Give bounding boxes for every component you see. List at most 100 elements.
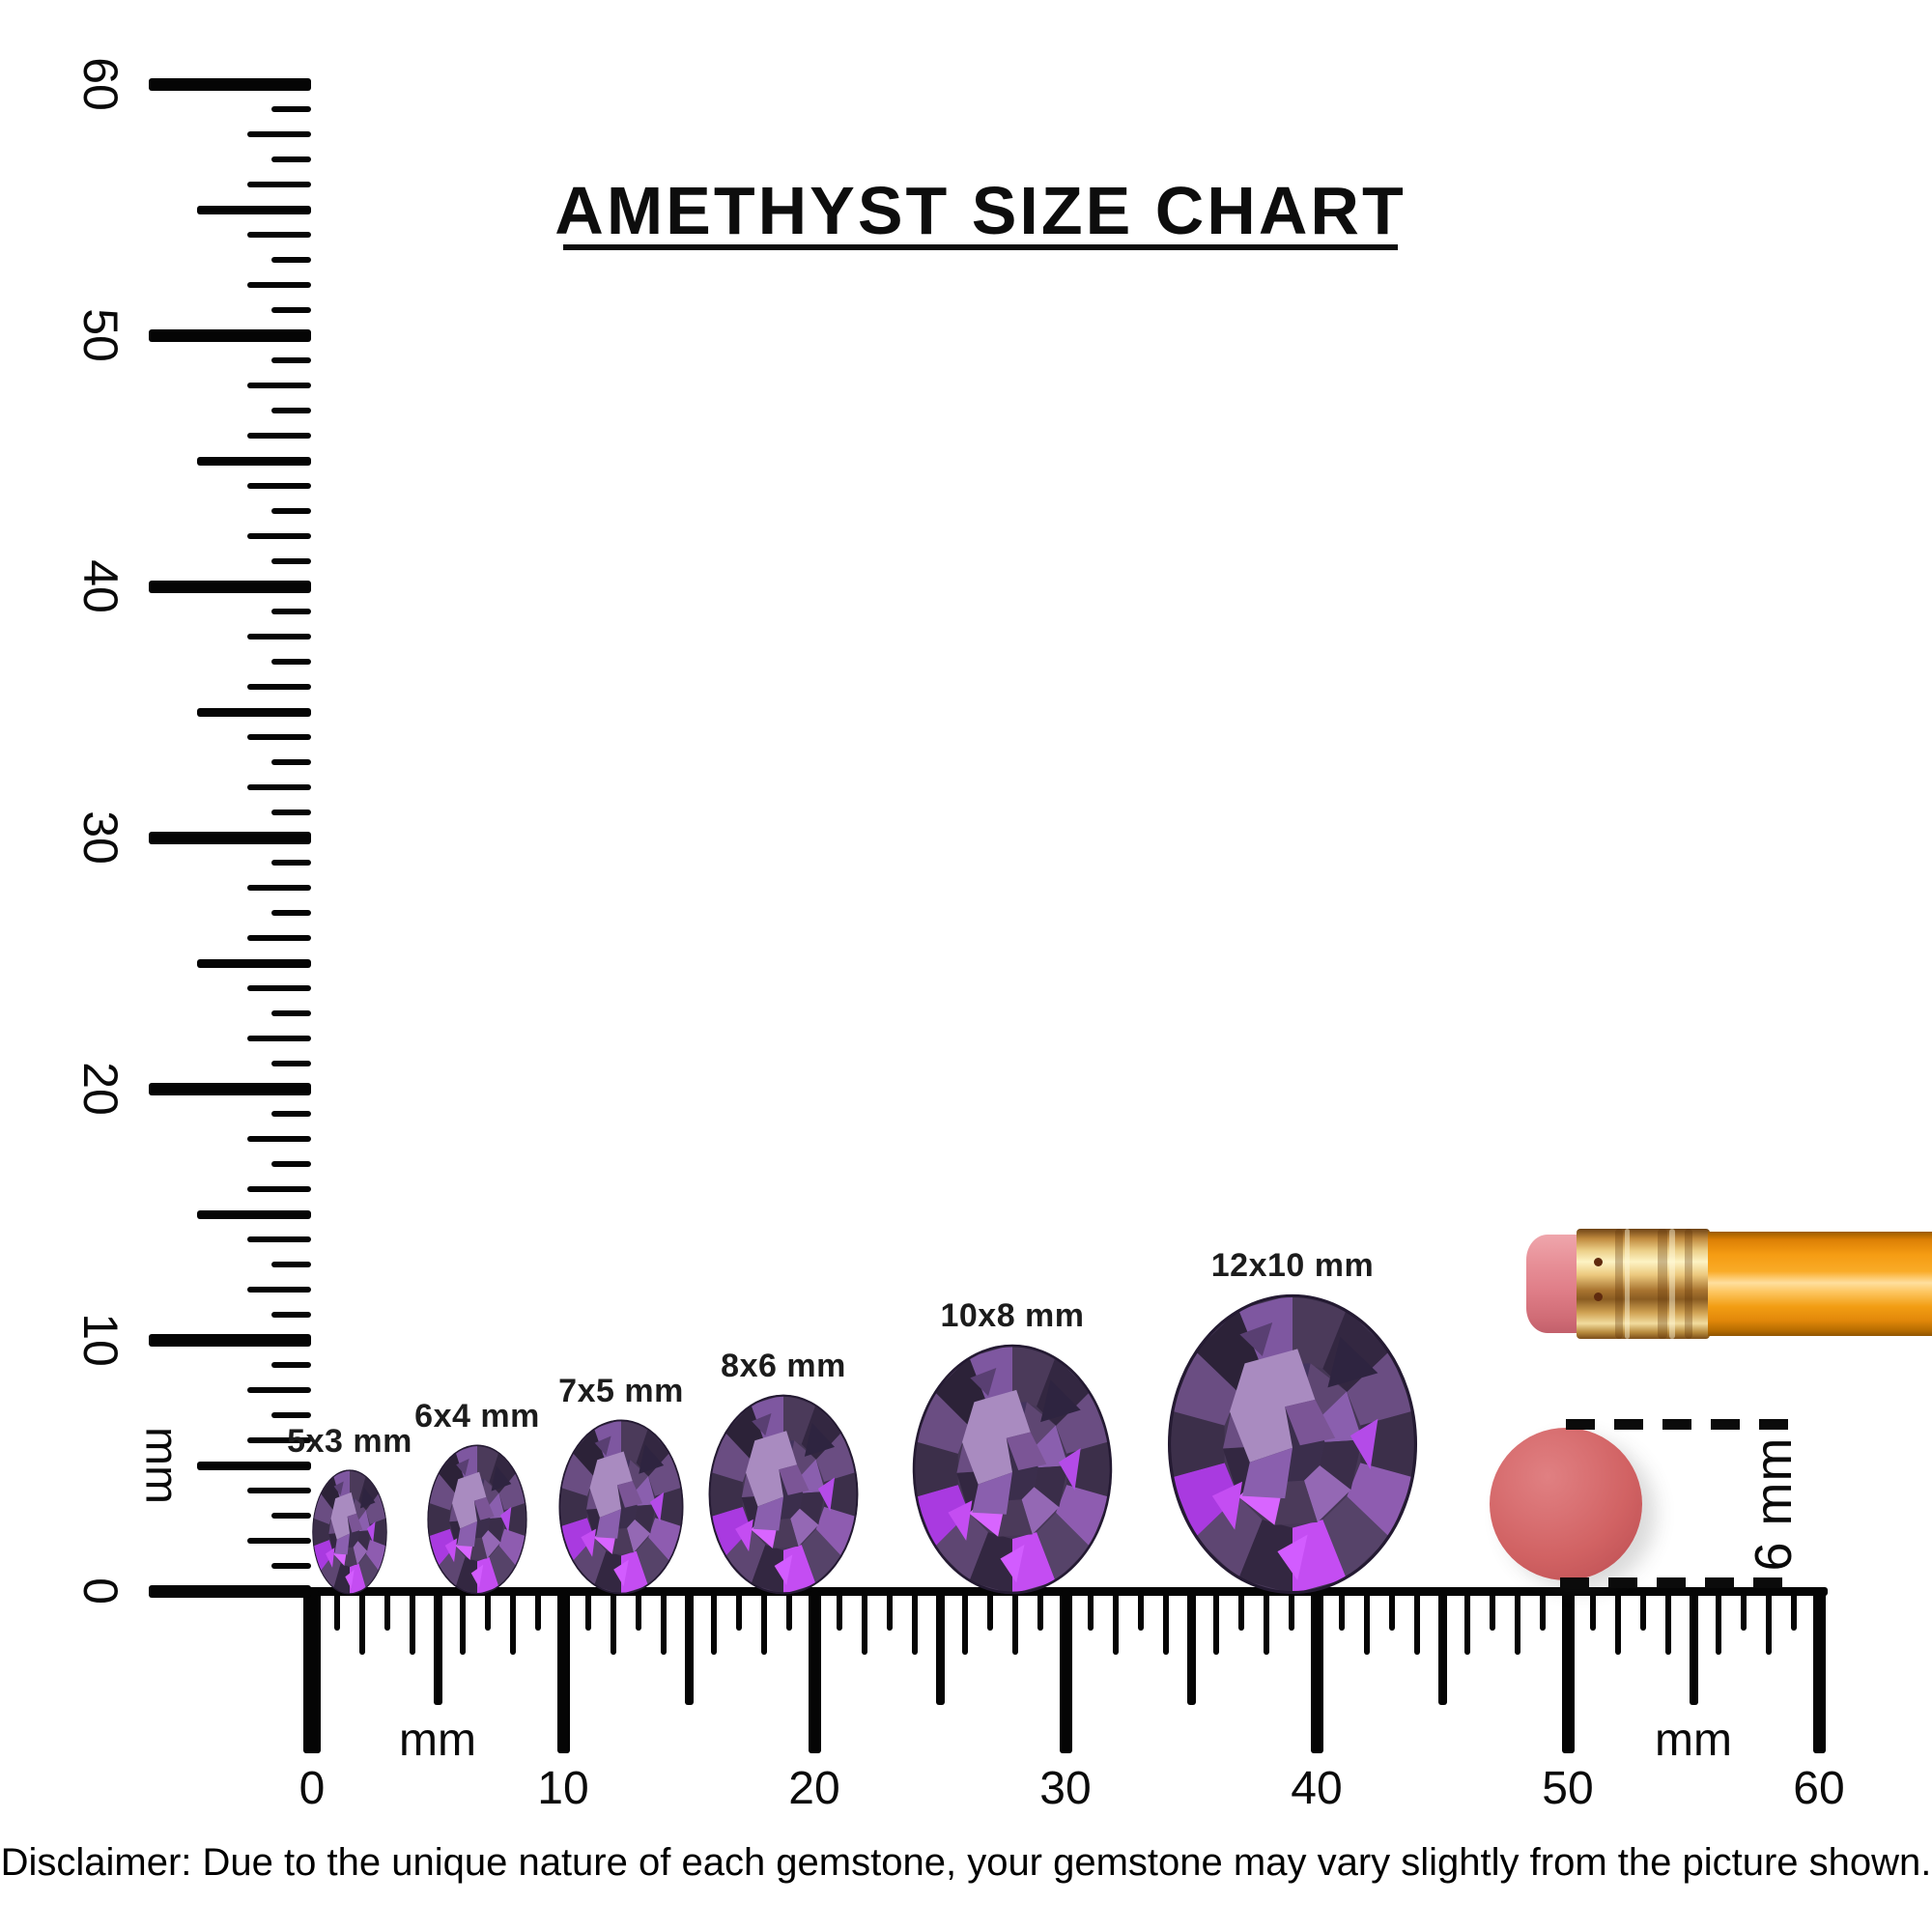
h-ruler-tick [1389,1591,1395,1631]
v-ruler-tick [247,684,311,690]
gem-table-shadow-facet [779,1464,810,1495]
h-ruler-tick [1310,1591,1323,1753]
v-ruler-tick [247,1186,311,1192]
v-ruler-tick [271,659,311,665]
h-ruler-tick [1364,1591,1370,1655]
ferrule-shine [1669,1229,1675,1339]
v-ruler-tick [247,784,311,790]
gem-girdle-facet [489,1546,517,1587]
h-ruler-number: 50 [1542,1763,1594,1814]
gem-size-label: 6x4 mm [414,1398,540,1435]
disclaimer-text: Disclaimer: Due to the unique nature of … [0,1841,1932,1884]
gem-dark-facet [1040,1379,1081,1423]
gem-girdle-facet [710,1432,752,1483]
gem-girdle-facet [621,1419,648,1463]
gem-sparkle [948,1500,973,1541]
gem-girdle-facet [915,1441,958,1497]
gem-girdle-facet [560,1518,594,1562]
h-ruler-tick [736,1591,742,1631]
gem-girdle-facet [594,1550,621,1595]
gem-dark-facet [491,1465,512,1492]
ferrule-groove [1615,1229,1623,1339]
gem-table-facet [746,1431,798,1507]
v-ruler-tick [271,910,311,916]
h-ruler-tick [510,1591,516,1655]
h-ruler-tick [1059,1591,1072,1753]
h-ruler-number: 10 [537,1763,589,1814]
gem-rim [708,1394,859,1595]
v-ruler-tick [271,1513,311,1519]
v-ruler-tick [247,433,311,439]
gem-table-facet [1230,1349,1316,1463]
h-ruler-tick [1665,1591,1671,1655]
gem-girdle-facet [365,1540,386,1572]
gem-table-shadow-facet [1285,1399,1336,1446]
v-ruler-tick [197,205,311,214]
v-ruler-tick [247,1387,311,1393]
gem-girdle-facet [320,1553,341,1589]
h-ruler-tick [1515,1591,1520,1655]
gem-girdle-facet [438,1546,466,1587]
h-ruler-tick [1561,1591,1575,1753]
gem-girdle-facet [455,1557,477,1595]
v-ruler-number: 50 [73,308,128,362]
gem-under-table-facet [753,1496,783,1531]
v-ruler-tick [149,77,311,91]
gem-sparkle [1211,1481,1242,1530]
h-ruler-number: 60 [1793,1763,1845,1814]
v-ruler-tick [247,985,311,991]
gem-girdle-facet [1347,1350,1414,1426]
h-ruler-tick [1012,1591,1018,1655]
gem-crown-facet [1021,1487,1060,1535]
h-ruler-tick [384,1591,390,1631]
page-title: AMETHYST SIZE CHART [554,173,1406,248]
v-ruler-tick [197,1461,311,1470]
h-ruler-tick [887,1591,893,1631]
gem-girdle-facet [313,1518,329,1547]
v-ruler-tick [271,1010,311,1016]
v-ruler-tick [247,182,311,187]
gem-girdle-facet [313,1540,334,1572]
gem-girdle-facet [648,1452,682,1496]
gem-girdle-facet [815,1432,857,1483]
v-ruler-tick [247,634,311,639]
ferrule-crimp-dot [1594,1293,1603,1301]
amethyst-gem-8x6mm [708,1394,859,1595]
gem-crown-facet [1320,1439,1363,1491]
gem-girdle-facet [710,1472,743,1517]
gem-under-table-facet [334,1533,350,1555]
v-ruler-tick [271,106,311,112]
gem-girdle-facet [498,1472,526,1511]
gem-rim [912,1344,1113,1595]
h-ruler-tick [1812,1591,1826,1753]
h-ruler-tick [1640,1591,1646,1631]
gem-sparkle [499,1506,512,1533]
gem-girdle-facet [428,1472,456,1511]
gem-size-label: 8x6 mm [721,1348,846,1384]
h-ruler-tick [1264,1591,1269,1655]
gem-girdle-facet [572,1537,607,1586]
gem-sparkle [470,1564,484,1588]
gem-sparkle [1058,1448,1081,1491]
pencil-eraser-tip [1526,1235,1582,1333]
gem-girdle-facet [1347,1463,1414,1538]
gem-sparkle [1000,1545,1025,1583]
v-ruler-tick [247,885,311,891]
dashed-measure-line-top [1566,1419,1799,1430]
v-ruler-tick [271,156,311,162]
v-ruler-tick [247,1136,311,1142]
gem-crown-facet [790,1508,819,1547]
gem-under-table-facet [972,1472,1012,1515]
gem-crown-facet [353,1541,368,1565]
v-ruler-tick [247,282,311,288]
v-ruler-tick [271,1312,311,1318]
v-ruler-tick [247,1236,311,1242]
gem-girdle-facet [915,1485,969,1548]
gem-dark-facet [804,1422,836,1457]
gem-girdle-facet [710,1506,752,1557]
gem-size-label: 5x3 mm [287,1423,412,1460]
v-ruler-tick [247,232,311,238]
h-ruler-tick [334,1591,340,1631]
gem-girdle-facet [358,1553,380,1589]
v-ruler-tick [271,759,311,765]
